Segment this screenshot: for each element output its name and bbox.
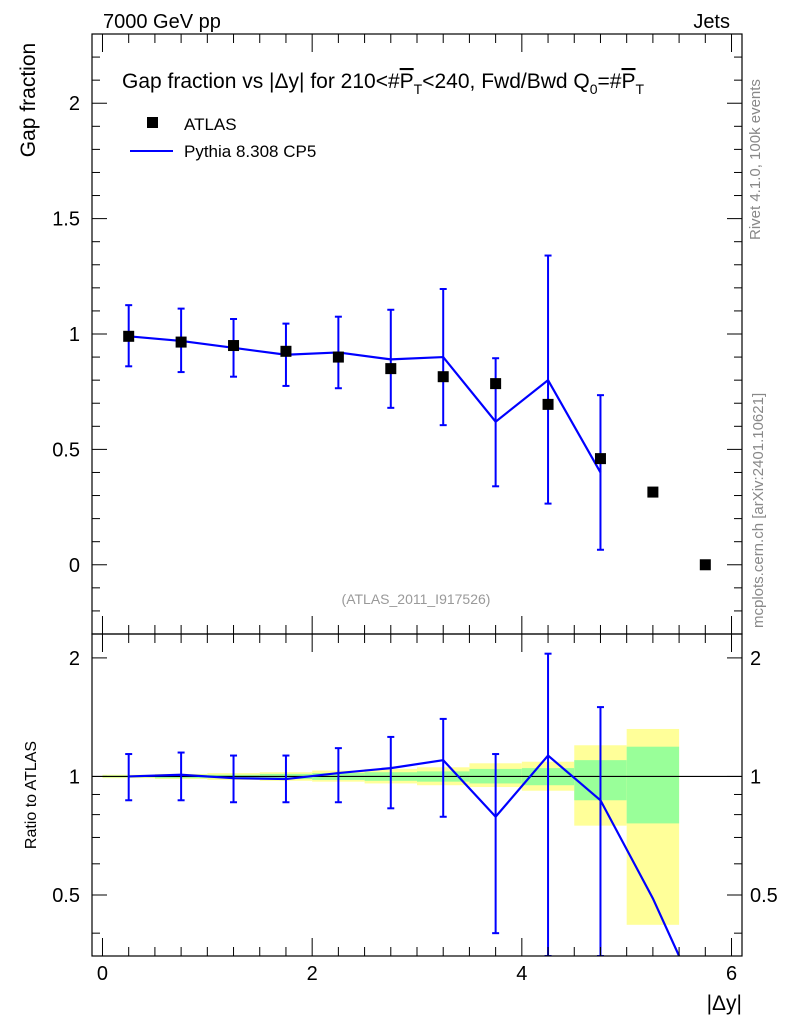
- atlas-data-point: [542, 398, 554, 410]
- source-label: mcplots.cern.ch [arXiv:2401.10621]: [750, 393, 767, 628]
- ratio-pythia-line: [128, 753, 681, 956]
- ratio-y-tick-label-right: 2: [750, 648, 761, 670]
- atlas-data-point: [699, 559, 711, 571]
- plot-title: Gap fraction vs |Δy| for 210<#PT<240, Fw…: [122, 70, 645, 97]
- atlas-data-point: [123, 330, 135, 342]
- atlas-data-point: [647, 486, 659, 498]
- ratio-frame: [91, 633, 743, 957]
- energy-label: 7000 GeV pp: [103, 11, 221, 33]
- ratio-green-uncertainty-band: [626, 746, 680, 824]
- x-tick-label: 4: [516, 963, 527, 985]
- legend-atlas-label: ATLAS: [184, 115, 237, 134]
- main-panel: 0 0.5 1 1.5 2 Gap fraction vs |Δy| for 210<#…: [17, 33, 743, 635]
- main-y-tick-label: 0.5: [52, 439, 80, 461]
- atlas-data-point: [385, 363, 397, 375]
- x-axis-label: |Δy|: [707, 992, 742, 1015]
- ratio-y-tick-label: 0.5: [52, 885, 80, 907]
- pythia-series-line: [128, 335, 602, 474]
- x-tick-label: 2: [307, 963, 318, 985]
- atlas-data-point: [594, 453, 606, 465]
- main-data-layer: [123, 254, 711, 571]
- analysis-watermark: (ATLAS_2011_I917526): [342, 591, 491, 607]
- ratio-y-axis-label: Ratio to ATLAS: [23, 741, 40, 849]
- x-tick-label: 6: [726, 963, 737, 985]
- rivet-version-label: Rivet 4.1.0, 100k events: [747, 79, 764, 240]
- main-axis-ticks: 0 0.5 1 1.5 2: [52, 34, 742, 634]
- ratio-panel: 0.5 0.5 1 1 2 2 0 2 4 6 Ratio to ATLAS |Δy|: [23, 633, 778, 1015]
- ratio-y-tick-label: 2: [69, 648, 80, 670]
- atlas-data-point: [490, 378, 502, 390]
- main-y-tick-label: 1: [69, 324, 80, 346]
- main-y-tick-label: 1.5: [52, 209, 80, 231]
- ratio-y-tick-label-right: 1: [750, 766, 761, 788]
- atlas-data-point: [437, 371, 449, 383]
- legend-pythia-label: Pythia 8.308 CP5: [184, 142, 316, 161]
- ratio-data-layer: [92, 652, 742, 956]
- atlas-data-point: [175, 336, 187, 348]
- atlas-data-point: [332, 351, 344, 363]
- main-y-axis-label: Gap fraction: [17, 43, 40, 157]
- ratio-y-tick-label: 1: [69, 766, 80, 788]
- legend-atlas-marker: [147, 117, 158, 128]
- ratio-axis-ticks: 0.5 0.5 1 1 2 2 0 2 4 6: [52, 634, 778, 985]
- x-tick-label: 0: [97, 963, 108, 985]
- process-label: Jets: [693, 11, 730, 33]
- atlas-data-point: [228, 340, 240, 352]
- main-y-tick-label: 0: [69, 555, 80, 577]
- main-y-tick-label: 2: [69, 93, 80, 115]
- atlas-data-point: [280, 345, 292, 357]
- ratio-y-tick-label-right: 0.5: [750, 885, 778, 907]
